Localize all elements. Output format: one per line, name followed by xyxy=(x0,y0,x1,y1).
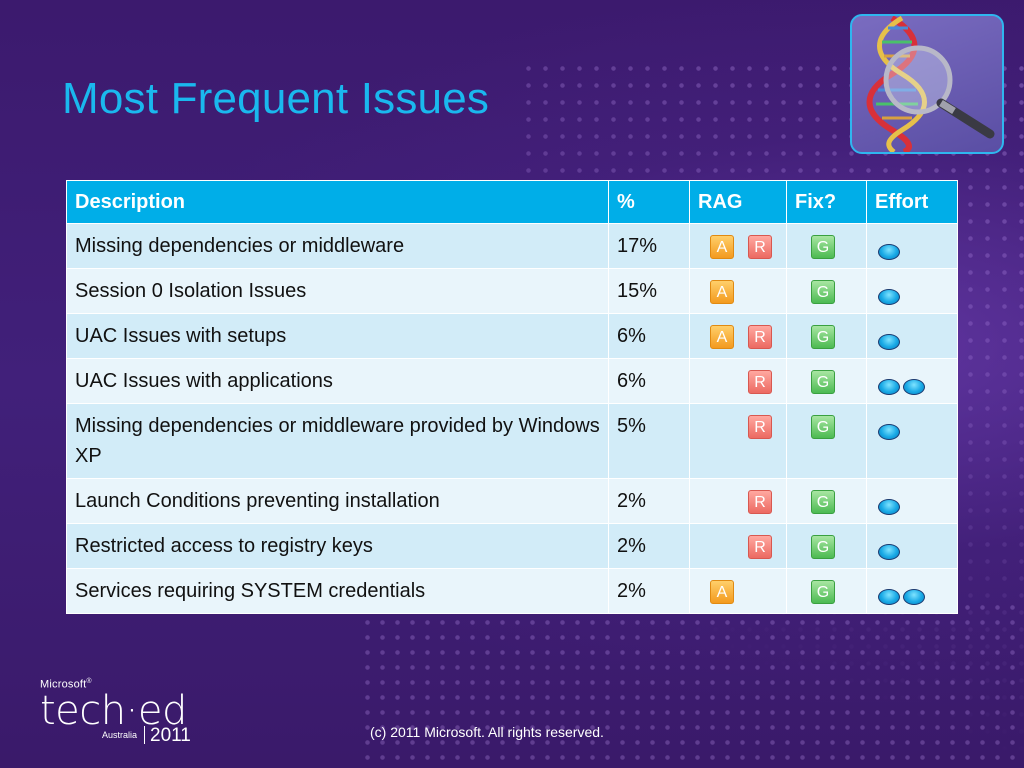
effort-dot-icon xyxy=(903,379,925,395)
table-row: UAC Issues with setups 6% A R G xyxy=(66,313,958,359)
microsoft-brand-text: Microsoft® xyxy=(40,678,92,691)
table-row: Services requiring SYSTEM credentials 2% A… xyxy=(66,568,958,614)
red-status-badge: R xyxy=(748,325,772,349)
issue-percent: 2% xyxy=(608,523,690,569)
green-status-badge: G xyxy=(811,535,835,559)
page-title: Most Frequent Issues xyxy=(62,74,490,123)
column-header-rag: RAG xyxy=(689,180,787,224)
green-status-badge: G xyxy=(811,325,835,349)
table-row: Restricted access to registry keys 2% R G xyxy=(66,523,958,569)
green-status-badge: G xyxy=(811,580,835,604)
amber-status-badge: A xyxy=(710,580,734,604)
fix-status-cell: G xyxy=(786,313,867,359)
effort-cell xyxy=(866,568,958,614)
issue-percent: 2% xyxy=(608,568,690,614)
effort-dot-icon xyxy=(878,424,900,440)
red-status-badge: R xyxy=(748,415,772,439)
issue-percent: 6% xyxy=(608,358,690,404)
rag-status-cell: R xyxy=(689,358,787,404)
effort-dot-icon xyxy=(878,499,900,515)
green-status-badge: G xyxy=(811,370,835,394)
effort-dot-icon xyxy=(878,379,900,395)
effort-dot-icon xyxy=(878,544,900,560)
issues-table-body: Missing dependencies or middleware 17% A R G… xyxy=(66,223,958,614)
rag-status-cell: A xyxy=(689,568,787,614)
fix-status-cell: G xyxy=(786,268,867,314)
column-header-percent: % xyxy=(608,180,690,224)
issue-description: Launch Conditions preventing installatio… xyxy=(66,478,609,524)
rag-status-cell: R xyxy=(689,478,787,524)
fix-status-cell: G xyxy=(786,223,867,269)
dna-magnifier-icon xyxy=(850,14,1004,154)
table-row: Launch Conditions preventing installatio… xyxy=(66,478,958,524)
region-label: Australia xyxy=(102,730,138,740)
issue-percent: 2% xyxy=(608,478,690,524)
effort-cell xyxy=(866,478,958,524)
issue-description: Session 0 Isolation Issues xyxy=(66,268,609,314)
issue-percent: 15% xyxy=(608,268,690,314)
rag-status-cell: R xyxy=(689,403,787,479)
effort-cell xyxy=(866,523,958,569)
rag-status-cell: A xyxy=(689,268,787,314)
amber-status-badge: A xyxy=(710,235,734,259)
effort-cell xyxy=(866,358,958,404)
green-status-badge: G xyxy=(811,280,835,304)
issue-description: UAC Issues with setups xyxy=(66,313,609,359)
issue-percent: 6% xyxy=(608,313,690,359)
red-status-badge: R xyxy=(748,535,772,559)
teched-brand-text: tech·ed xyxy=(40,687,187,734)
logo-divider xyxy=(144,726,145,744)
table-row: Missing dependencies or middleware provi… xyxy=(66,403,958,479)
effort-cell xyxy=(866,223,958,269)
amber-status-badge: A xyxy=(710,325,734,349)
issues-table: Description % RAG Fix? Effort Missing de… xyxy=(66,180,958,614)
effort-dot-icon xyxy=(878,289,900,305)
green-status-badge: G xyxy=(811,235,835,259)
effort-dot-icon xyxy=(878,334,900,350)
red-status-badge: R xyxy=(748,235,772,259)
issue-description: Missing dependencies or middleware xyxy=(66,223,609,269)
copyright-notice: (c) 2011 Microsoft. All rights reserved. xyxy=(370,724,604,740)
table-row: UAC Issues with applications 6% R G xyxy=(66,358,958,404)
fix-status-cell: G xyxy=(786,403,867,479)
green-status-badge: G xyxy=(811,490,835,514)
fix-status-cell: G xyxy=(786,568,867,614)
fix-status-cell: G xyxy=(786,523,867,569)
issue-percent: 5% xyxy=(608,403,690,479)
red-status-badge: R xyxy=(748,370,772,394)
issue-description: Services requiring SYSTEM credentials xyxy=(66,568,609,614)
effort-cell xyxy=(866,313,958,359)
effort-dot-icon xyxy=(903,589,925,605)
teched-logo: Microsoft® tech·ed Australia 2011 xyxy=(40,678,191,746)
column-header-description: Description xyxy=(66,180,609,224)
red-status-badge: R xyxy=(748,490,772,514)
issue-description: Restricted access to registry keys xyxy=(66,523,609,569)
table-row: Session 0 Isolation Issues 15% A G xyxy=(66,268,958,314)
fix-status-cell: G xyxy=(786,478,867,524)
effort-cell xyxy=(866,268,958,314)
column-header-fix: Fix? xyxy=(786,180,867,224)
amber-status-badge: A xyxy=(710,280,734,304)
table-header-row: Description % RAG Fix? Effort xyxy=(66,180,958,224)
fix-status-cell: G xyxy=(786,358,867,404)
column-header-effort: Effort xyxy=(866,180,958,224)
issue-description: UAC Issues with applications xyxy=(66,358,609,404)
effort-cell xyxy=(866,403,958,479)
table-row: Missing dependencies or middleware 17% A R G xyxy=(66,223,958,269)
event-year: 2011 xyxy=(150,725,191,746)
issue-description: Missing dependencies or middleware provi… xyxy=(66,403,609,479)
rag-status-cell: R xyxy=(689,523,787,569)
dot-pattern-decoration-bottom xyxy=(360,600,1024,768)
effort-dot-icon xyxy=(878,589,900,605)
green-status-badge: G xyxy=(811,415,835,439)
issue-percent: 17% xyxy=(608,223,690,269)
effort-dot-icon xyxy=(878,244,900,260)
